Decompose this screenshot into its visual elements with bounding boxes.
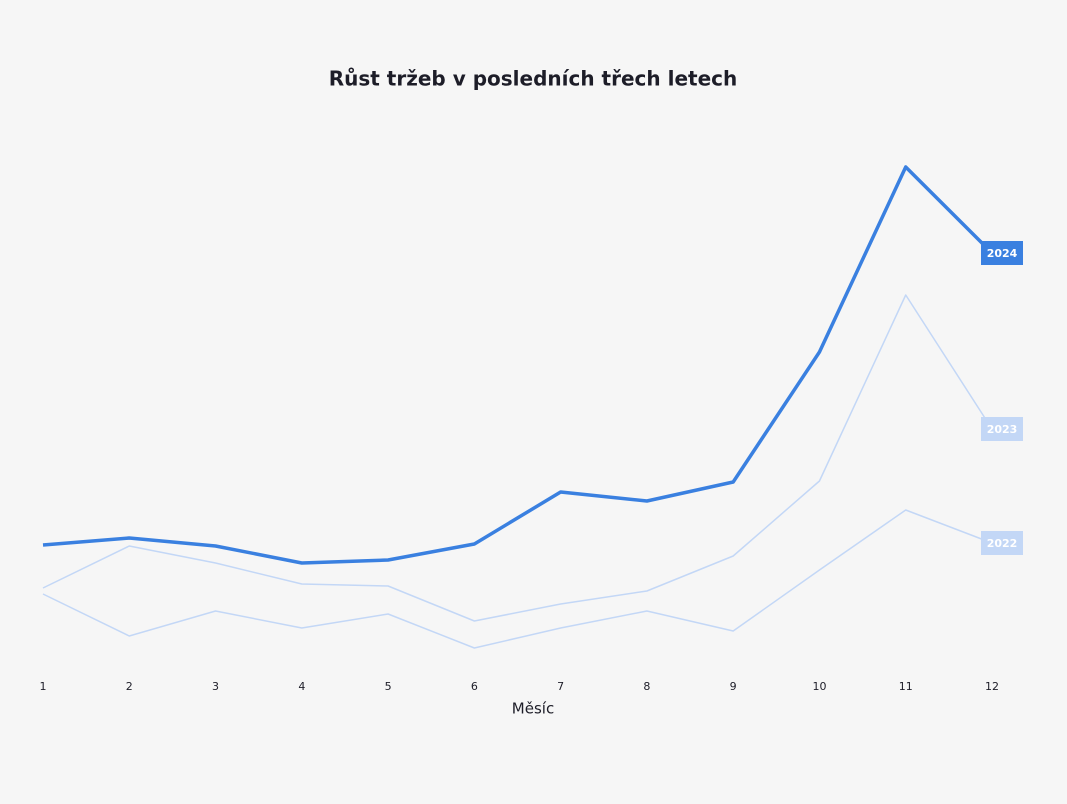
x-tick-label: 6 — [471, 680, 478, 693]
series-label-box — [981, 417, 1023, 441]
x-tick-label: 11 — [899, 680, 913, 693]
series-line — [42, 165, 994, 565]
x-tick-label: 8 — [643, 680, 650, 693]
x-axis-label: Měsíc — [512, 700, 554, 718]
x-tick-label: 12 — [985, 680, 999, 693]
x-tick-label: 2 — [126, 680, 133, 693]
chart-title: Růst tržeb v posledních třech letech — [329, 67, 738, 91]
x-tick-label: 1 — [40, 680, 47, 693]
x-tick-label: 10 — [812, 680, 826, 693]
x-tick-label: 5 — [385, 680, 392, 693]
series-label: 2024 — [987, 247, 1018, 260]
series-label: 2022 — [987, 537, 1018, 550]
series-label-box — [981, 531, 1023, 555]
series-line — [42, 294, 993, 622]
x-tick-label: 9 — [730, 680, 737, 693]
series-label-box — [981, 241, 1023, 265]
series-label: 2023 — [987, 423, 1018, 436]
series-line — [42, 509, 993, 649]
x-tick-label: 7 — [557, 680, 564, 693]
x-tick-label: 4 — [298, 680, 305, 693]
x-tick-label: 3 — [212, 680, 219, 693]
